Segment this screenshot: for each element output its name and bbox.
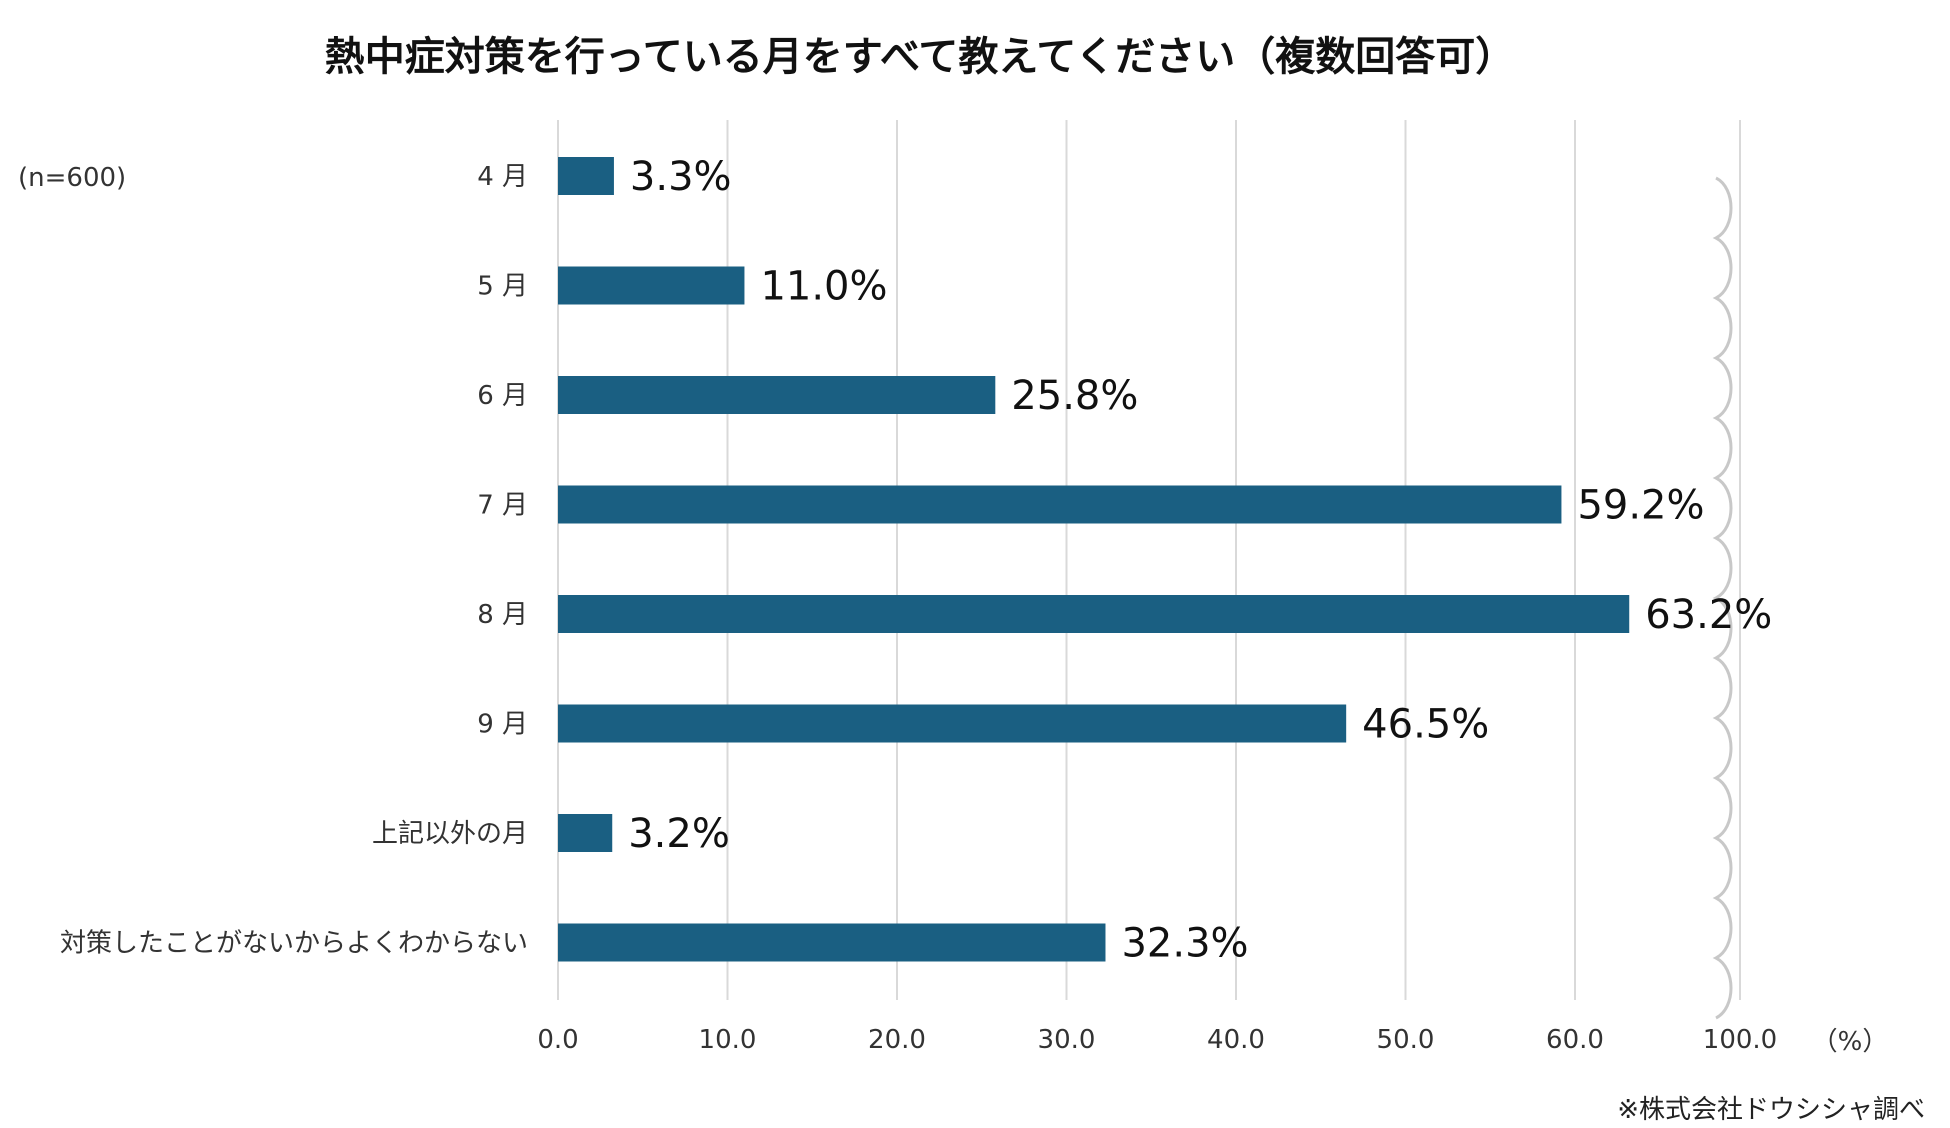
x-tick-label: 100.0 bbox=[1703, 1025, 1777, 1055]
data-label: 3.2% bbox=[628, 811, 730, 857]
grid-lines bbox=[557, 120, 1741, 1000]
x-tick-label: 30.0 bbox=[1038, 1025, 1096, 1055]
axis-break-marker bbox=[1712, 176, 1733, 1020]
bar bbox=[558, 923, 1106, 962]
x-tick-label: 40.0 bbox=[1207, 1025, 1265, 1055]
bar bbox=[558, 704, 1347, 743]
bars bbox=[558, 157, 1630, 962]
data-labels: 3.3% 11.0% 25.8% 59.2% 63.2% 46.5% 3.2% 32.3% bbox=[628, 154, 1772, 967]
bar bbox=[558, 157, 614, 195]
data-label: 11.0% bbox=[760, 264, 887, 310]
x-tick-label: 60.0 bbox=[1546, 1025, 1604, 1055]
data-label: 46.5% bbox=[1362, 702, 1489, 748]
data-label: 63.2% bbox=[1645, 592, 1772, 638]
data-label: 59.2% bbox=[1577, 483, 1704, 529]
data-label: 32.3% bbox=[1121, 921, 1248, 967]
category-label: 上記以外の月 bbox=[372, 819, 528, 849]
category-label: 6 月 bbox=[477, 381, 528, 411]
bar bbox=[558, 485, 1562, 524]
category-label: 4 月 bbox=[477, 162, 528, 192]
bar bbox=[558, 376, 996, 414]
data-label: 25.8% bbox=[1011, 373, 1138, 419]
bar bbox=[558, 814, 613, 852]
x-tick-label: 50.0 bbox=[1377, 1025, 1435, 1055]
category-label: 対策したことがないからよくわからない bbox=[60, 929, 528, 959]
bar bbox=[558, 595, 1630, 633]
chart-title: 熱中症対策を行っている月をすべて教えてください（複数回答可） bbox=[325, 34, 1515, 80]
category-label: 5 月 bbox=[477, 272, 528, 302]
category-label: 7 月 bbox=[477, 491, 528, 521]
x-tick-label: 20.0 bbox=[868, 1025, 926, 1055]
sample-size-note: (n=600) bbox=[18, 163, 126, 193]
data-label: 3.3% bbox=[630, 154, 732, 200]
x-tick-label: 0.0 bbox=[537, 1025, 578, 1055]
x-axis-ticks: 0.0 10.0 20.0 30.0 40.0 50.0 60.0 100.0 bbox=[537, 1025, 1777, 1055]
axis-break-wave bbox=[1712, 176, 1733, 1020]
source-note: ※株式会社ドウシシャ調べ bbox=[1617, 1095, 1925, 1125]
category-label: 9 月 bbox=[477, 710, 528, 740]
category-label: 8 月 bbox=[477, 600, 528, 630]
x-tick-label: 10.0 bbox=[699, 1025, 757, 1055]
unit-label: （%） bbox=[1812, 1027, 1889, 1057]
bar bbox=[558, 266, 745, 305]
category-labels: 4 月 5 月 6 月 7 月 8 月 9 月上記以外の月対策したことがないからよくわから… bbox=[60, 162, 528, 959]
